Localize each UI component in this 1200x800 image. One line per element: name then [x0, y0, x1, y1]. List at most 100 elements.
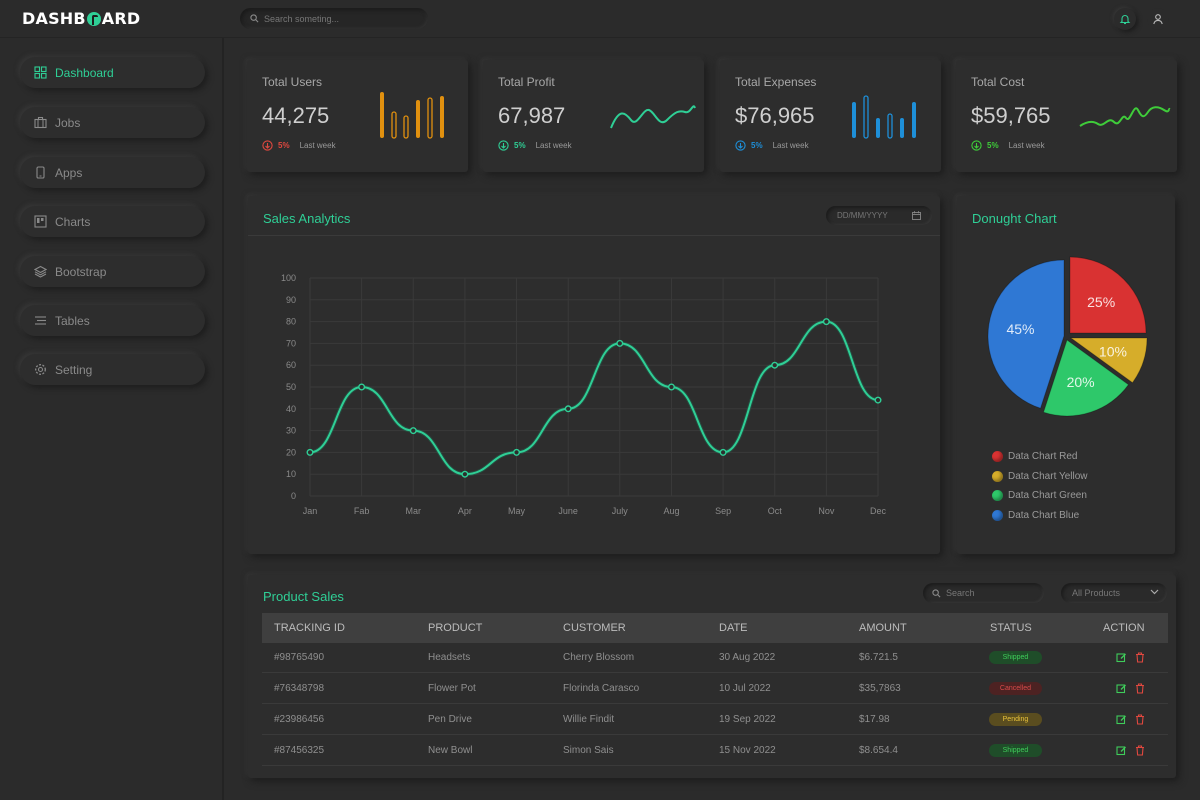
- search-icon: [250, 14, 259, 23]
- sidebar-item-label: Charts: [55, 214, 91, 229]
- edit-icon[interactable]: [1116, 745, 1127, 756]
- cell-product: Pen Drive: [428, 714, 472, 725]
- sidebar-item-apps[interactable]: Apps: [20, 157, 205, 188]
- spark-bar: [380, 92, 384, 138]
- product-filter-value: All Products: [1072, 588, 1121, 598]
- donut-chart-card: Donught Chart 25% 10% 20% 45% Data Chart Re…: [957, 196, 1175, 554]
- sidebar-item-setting[interactable]: Setting: [20, 354, 205, 385]
- product-sales-card: Product Sales All Products TRACKING ID P…: [248, 575, 1176, 778]
- logo-text-left: DASHB: [22, 9, 86, 28]
- x-tick-label: Oct: [768, 506, 783, 516]
- grid-icon: [34, 66, 47, 79]
- chevron-down-icon: [1150, 589, 1159, 595]
- data-point: [306, 448, 314, 456]
- x-tick-label: Mar: [406, 506, 422, 516]
- gear-icon: [35, 364, 46, 375]
- delete-icon[interactable]: [1135, 714, 1145, 725]
- calendar-icon: [912, 211, 921, 220]
- column-header[interactable]: PRODUCT: [428, 622, 483, 634]
- users-sparkbars: [380, 92, 444, 139]
- search-input[interactable]: [264, 13, 414, 24]
- pie-slice: [987, 259, 1065, 409]
- sidebar-item-charts[interactable]: Charts: [20, 206, 205, 237]
- product-filter-select[interactable]: All Products: [1061, 583, 1167, 603]
- status-badge: Shipped: [989, 744, 1042, 757]
- table-search-input[interactable]: [946, 588, 1036, 598]
- profit-sparkline: [610, 105, 696, 129]
- data-point: [616, 339, 624, 347]
- data-point: [513, 448, 521, 456]
- stat-card-cost: Total Cost $59,765 5% Last week: [956, 60, 1177, 172]
- logo-text-right: ARD: [101, 9, 141, 28]
- data-point: [667, 383, 675, 391]
- cell-customer: Cherry Blossom: [563, 652, 635, 663]
- spark-line: [610, 105, 696, 129]
- pie-slice-label: 10%: [1099, 344, 1127, 360]
- delete-icon[interactable]: [1135, 745, 1145, 756]
- edit-icon[interactable]: [1116, 652, 1127, 663]
- cell-id: #23986456: [274, 714, 325, 725]
- cell-product: Headsets: [428, 652, 471, 663]
- edit-icon[interactable]: [1116, 714, 1127, 725]
- notifications-button[interactable]: [1114, 8, 1136, 30]
- row-actions: [1116, 683, 1145, 694]
- y-tick-label: 100: [281, 273, 296, 283]
- spark-line: [1079, 106, 1171, 127]
- profile-button[interactable]: [1147, 8, 1169, 30]
- data-point: [564, 405, 572, 413]
- table-row[interactable]: #76348798 Flower Pot Florinda Carasco 10 Ju…: [262, 674, 1168, 704]
- phone-icon: [36, 166, 45, 179]
- search-bar[interactable]: [240, 8, 428, 29]
- y-tick-label: 60: [286, 360, 296, 370]
- column-header[interactable]: STATUS: [990, 622, 1032, 634]
- row-actions: [1116, 714, 1145, 725]
- legend-label: Data Chart Yellow: [1008, 471, 1088, 482]
- table-row[interactable]: #23986456 Pen Drive Willie Findit 19 Sep 20…: [262, 705, 1168, 735]
- bell-icon: [1119, 15, 1131, 25]
- series-line-glow: [309, 319, 879, 477]
- legend-item-green: Data Chart Green: [992, 490, 1087, 501]
- cell-amount: $35,7863: [859, 683, 901, 694]
- delete-icon[interactable]: [1135, 683, 1145, 694]
- table-row[interactable]: #98765490 Headsets Cherry Blossom 30 Aug 20…: [262, 643, 1168, 673]
- sidebar-item-jobs[interactable]: Jobs: [20, 107, 205, 138]
- lines-icon: [35, 316, 46, 325]
- column-header[interactable]: TRACKING ID: [274, 622, 345, 634]
- sidebar-item-label: Setting: [55, 362, 93, 377]
- arrow-down-circle-icon: [262, 140, 273, 151]
- pie-slice-label: 45%: [1006, 321, 1034, 337]
- x-tick-label: Fab: [354, 506, 370, 516]
- divider: [248, 235, 940, 236]
- sidebar-item-bootstrap[interactable]: Bootstrap: [20, 256, 205, 287]
- table-search[interactable]: [923, 583, 1044, 603]
- y-tick-label: 70: [286, 338, 296, 348]
- sidebar-item-tables[interactable]: Tables: [20, 305, 205, 336]
- column-header[interactable]: AMOUNT: [859, 622, 907, 634]
- cell-id: #76348798: [274, 683, 325, 694]
- sidebar-item-dashboard[interactable]: Dashboard: [20, 57, 205, 88]
- stat-note: Last week: [535, 141, 572, 150]
- column-header[interactable]: CUSTOMER: [563, 622, 626, 634]
- stat-footer: 5% Last week: [735, 140, 809, 151]
- sidebar-item-label: Dashboard: [55, 65, 114, 80]
- logo-mark-icon: [86, 11, 101, 26]
- stat-card-expenses: Total Expenses $76,965 5% Last week: [720, 60, 941, 172]
- y-tick-label: 30: [286, 426, 296, 436]
- y-tick-label: 10: [286, 469, 296, 479]
- x-tick-label: Jan: [303, 506, 318, 516]
- pie-slice: [1042, 339, 1130, 417]
- stat-title: Total Expenses: [735, 75, 817, 89]
- cell-date: 15 Nov 2022: [719, 745, 776, 756]
- user-icon: [1153, 14, 1163, 25]
- stat-card-users: Total Users 44,275 5% Last week: [247, 60, 468, 172]
- logo[interactable]: DASHB ARD: [22, 9, 140, 28]
- table-row[interactable]: #87456325 New Bowl Simon Sais 15 Nov 2022 $8…: [262, 736, 1168, 766]
- date-picker[interactable]: DD/MM/YYYY: [826, 206, 932, 225]
- legend-label: Data Chart Blue: [1008, 510, 1080, 521]
- delete-icon[interactable]: [1135, 652, 1145, 663]
- stat-value: 67,987: [498, 103, 566, 128]
- stat-note: Last week: [772, 141, 809, 150]
- column-header[interactable]: DATE: [719, 622, 748, 634]
- column-header[interactable]: ACTION: [1103, 622, 1145, 634]
- edit-icon[interactable]: [1116, 683, 1127, 694]
